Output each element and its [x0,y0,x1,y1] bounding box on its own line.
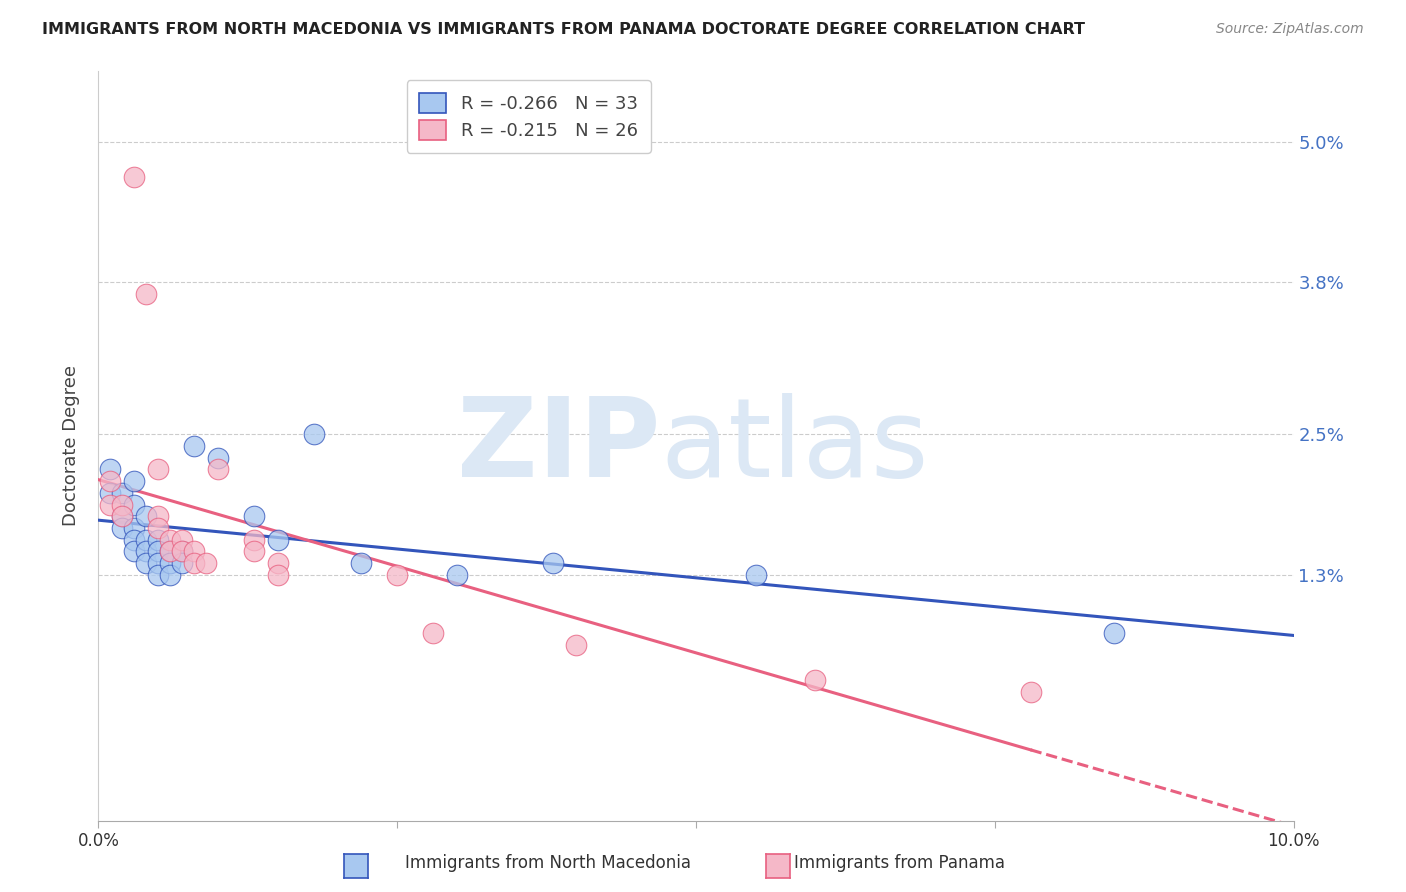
Point [124,533,146,547]
Point [446,567,468,582]
Point [159,567,181,582]
Point [148,533,170,547]
Point [148,544,170,558]
Point [135,556,157,570]
Point [267,556,290,570]
Point [243,533,266,547]
Point [159,533,181,547]
Point [207,462,229,476]
Point [124,544,146,558]
Text: IMMIGRANTS FROM NORTH MACEDONIA VS IMMIGRANTS FROM PANAMA DOCTORATE DEGREE CORRE: IMMIGRANTS FROM NORTH MACEDONIA VS IMMIG… [42,22,1085,37]
Point [148,462,170,476]
Point [172,544,194,558]
Point [98,474,122,488]
Point [111,521,134,535]
Point [124,474,146,488]
Point [243,544,266,558]
Point [159,544,181,558]
Point [302,427,325,442]
Point [148,521,170,535]
Point [1019,685,1042,699]
Point [195,556,218,570]
Point [172,556,194,570]
Point [541,556,564,570]
Point [148,567,170,582]
Point [745,567,768,582]
Text: Source: ZipAtlas.com: Source: ZipAtlas.com [1216,22,1364,37]
Legend: R = -0.266   N = 33, R = -0.215   N = 26: R = -0.266 N = 33, R = -0.215 N = 26 [406,80,651,153]
Point [159,556,181,570]
Text: Immigrants from North Macedonia: Immigrants from North Macedonia [405,855,692,872]
Point [1104,626,1126,640]
Text: Immigrants from Panama: Immigrants from Panama [794,855,1005,872]
Point [172,544,194,558]
Point [207,450,229,465]
Point [172,533,194,547]
Point [804,673,827,688]
Point [243,509,266,524]
Point [124,521,146,535]
Point [135,533,157,547]
Point [135,286,157,301]
Point [267,567,290,582]
Point [183,544,205,558]
Point [111,509,134,524]
Point [267,533,290,547]
Text: atlas: atlas [661,392,928,500]
Point [135,509,157,524]
Point [422,626,444,640]
Point [111,498,134,512]
Y-axis label: Doctorate Degree: Doctorate Degree [62,366,80,526]
Point [124,169,146,184]
Point [111,485,134,500]
Point [385,567,409,582]
Point [565,638,588,652]
Point [98,485,122,500]
Point [98,498,122,512]
Point [148,509,170,524]
Point [159,544,181,558]
Point [98,462,122,476]
Point [183,556,205,570]
Point [183,439,205,453]
Point [148,556,170,570]
Point [111,509,134,524]
Point [124,498,146,512]
Point [135,544,157,558]
Point [350,556,373,570]
Text: ZIP: ZIP [457,392,661,500]
